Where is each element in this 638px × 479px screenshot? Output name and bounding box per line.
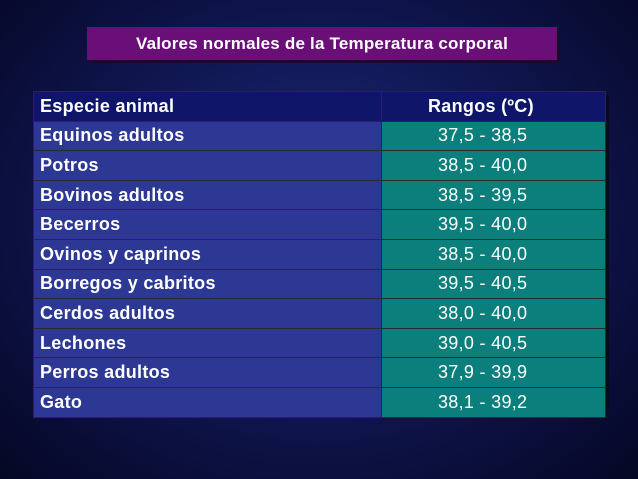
species-cell: Equinos adultos [33,120,382,152]
data-table: Especie animal Rangos (ºC) Equinos adult… [33,91,606,418]
table-row: Gato 38,1 - 39,2 [33,386,606,418]
table-row: Lechones 39,0 - 40,5 [33,327,606,359]
page-title: Valores normales de la Temperatura corpo… [135,33,509,53]
range-cell: 38,5 - 40,0 [381,238,606,270]
species-cell: Becerros [33,209,382,240]
table-row: Cerdos adultos 38,0 - 40,0 [33,298,606,329]
temperature-table: Especie animal Rangos (ºC) Equinos adult… [33,91,606,418]
table-row: Becerros 39,5 - 40,0 [33,209,606,240]
species-cell: Ovinos y caprinos [33,238,382,270]
column-header-range: Rangos (ºC) [381,91,606,122]
table-row: Ovinos y caprinos 38,5 - 40,0 [33,238,606,270]
table-row: Equinos adultos 37,5 - 38,5 [33,120,606,152]
range-cell: 37,5 - 38,5 [381,120,606,152]
range-cell: 38,5 - 39,5 [381,179,606,211]
species-cell: Gato [33,386,382,418]
range-cell: 38,5 - 40,0 [381,150,606,181]
range-cell: 37,9 - 39,9 [381,357,606,388]
species-cell: Borregos y cabritos [33,268,382,300]
table-row: Potros 38,5 - 40,0 [33,150,606,181]
range-cell: 39,0 - 40,5 [381,327,606,359]
title-banner: Valores normales de la Temperatura corpo… [87,27,557,60]
range-cell: 39,5 - 40,5 [381,268,606,300]
species-cell: Potros [33,150,382,181]
column-header-species: Especie animal [33,91,382,122]
table-body: Equinos adultos 37,5 - 38,5 Potros 38,5 … [33,120,606,418]
table-row: Borregos y cabritos 39,5 - 40,5 [33,268,606,300]
species-cell: Perros adultos [33,357,382,388]
species-cell: Lechones [33,327,382,359]
table-row: Bovinos adultos 38,5 - 39,5 [33,179,606,211]
range-cell: 39,5 - 40,0 [381,209,606,240]
table-header-row: Especie animal Rangos (ºC) [33,91,606,122]
range-cell: 38,0 - 40,0 [381,298,606,329]
range-cell: 38,1 - 39,2 [381,386,606,418]
table-row: Perros adultos 37,9 - 39,9 [33,357,606,388]
species-cell: Bovinos adultos [33,179,382,211]
species-cell: Cerdos adultos [33,298,382,329]
